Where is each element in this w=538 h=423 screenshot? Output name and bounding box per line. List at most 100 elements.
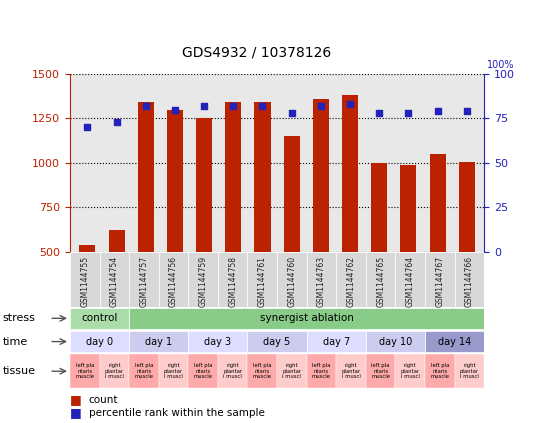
Point xyxy=(375,110,384,116)
FancyBboxPatch shape xyxy=(336,252,366,307)
FancyBboxPatch shape xyxy=(395,252,425,307)
Text: right
plantar
i muscl: right plantar i muscl xyxy=(282,363,301,379)
Text: day 3: day 3 xyxy=(204,337,231,346)
FancyBboxPatch shape xyxy=(366,354,395,388)
Text: count: count xyxy=(89,395,118,404)
Text: GSM1144763: GSM1144763 xyxy=(317,256,326,307)
Point xyxy=(433,108,442,115)
Point xyxy=(112,118,121,125)
Text: left pla
ntaris
muscle: left pla ntaris muscle xyxy=(371,363,390,379)
Text: 100%: 100% xyxy=(487,60,514,70)
Text: percentile rank within the sample: percentile rank within the sample xyxy=(89,408,265,418)
FancyBboxPatch shape xyxy=(218,354,247,388)
Text: GSM1144764: GSM1144764 xyxy=(406,256,415,307)
Text: right
plantar
i muscl: right plantar i muscl xyxy=(401,363,420,379)
Bar xyxy=(371,163,387,252)
Bar xyxy=(429,154,445,252)
FancyBboxPatch shape xyxy=(129,308,484,329)
FancyBboxPatch shape xyxy=(188,354,218,388)
FancyBboxPatch shape xyxy=(455,354,484,388)
Text: GSM1144755: GSM1144755 xyxy=(80,256,89,307)
Text: control: control xyxy=(81,313,118,323)
FancyBboxPatch shape xyxy=(366,252,395,307)
Text: GSM1144767: GSM1144767 xyxy=(435,256,444,307)
Bar xyxy=(284,136,300,252)
Text: left pla
ntaris
muscle: left pla ntaris muscle xyxy=(75,363,94,379)
FancyBboxPatch shape xyxy=(100,252,129,307)
Text: left pla
ntaris
muscle: left pla ntaris muscle xyxy=(312,363,331,379)
Bar xyxy=(167,110,183,252)
Point xyxy=(316,103,325,110)
Point xyxy=(462,108,471,115)
Text: day 1: day 1 xyxy=(145,337,172,346)
FancyBboxPatch shape xyxy=(247,354,277,388)
Bar xyxy=(313,99,329,252)
Point xyxy=(171,106,179,113)
Point xyxy=(83,124,92,131)
FancyBboxPatch shape xyxy=(70,308,129,329)
FancyBboxPatch shape xyxy=(129,354,159,388)
Bar xyxy=(109,231,125,252)
Text: right
plantar
i muscl: right plantar i muscl xyxy=(342,363,360,379)
Text: tissue: tissue xyxy=(3,366,36,376)
Bar xyxy=(459,162,475,252)
FancyBboxPatch shape xyxy=(277,354,307,388)
FancyBboxPatch shape xyxy=(425,252,455,307)
FancyBboxPatch shape xyxy=(425,331,484,352)
Text: ■: ■ xyxy=(70,407,82,419)
Text: GSM1144759: GSM1144759 xyxy=(199,256,208,307)
FancyBboxPatch shape xyxy=(129,252,159,307)
Bar xyxy=(400,165,416,252)
FancyBboxPatch shape xyxy=(100,354,129,388)
Bar xyxy=(342,95,358,252)
Bar xyxy=(254,102,271,252)
FancyBboxPatch shape xyxy=(159,252,188,307)
FancyBboxPatch shape xyxy=(247,331,307,352)
Point xyxy=(404,110,413,116)
Point xyxy=(258,103,267,110)
FancyBboxPatch shape xyxy=(395,354,425,388)
Point xyxy=(200,103,208,110)
Point xyxy=(141,103,150,110)
Text: GSM1144760: GSM1144760 xyxy=(287,256,296,307)
Text: GSM1144765: GSM1144765 xyxy=(376,256,385,307)
Text: day 14: day 14 xyxy=(438,337,471,346)
Text: right
plantar
i muscl: right plantar i muscl xyxy=(460,363,479,379)
FancyBboxPatch shape xyxy=(277,252,307,307)
FancyBboxPatch shape xyxy=(159,354,188,388)
FancyBboxPatch shape xyxy=(455,252,484,307)
Bar xyxy=(80,244,95,252)
Text: left pla
ntaris
muscle: left pla ntaris muscle xyxy=(430,363,449,379)
Text: GSM1144754: GSM1144754 xyxy=(110,256,119,307)
FancyBboxPatch shape xyxy=(307,252,336,307)
FancyBboxPatch shape xyxy=(188,252,218,307)
Point xyxy=(229,103,238,110)
FancyBboxPatch shape xyxy=(247,252,277,307)
FancyBboxPatch shape xyxy=(425,354,455,388)
Text: left pla
ntaris
muscle: left pla ntaris muscle xyxy=(194,363,213,379)
FancyBboxPatch shape xyxy=(366,331,425,352)
FancyBboxPatch shape xyxy=(70,252,100,307)
FancyBboxPatch shape xyxy=(218,252,247,307)
FancyBboxPatch shape xyxy=(307,331,366,352)
Text: GSM1144766: GSM1144766 xyxy=(465,256,474,307)
FancyBboxPatch shape xyxy=(129,331,188,352)
Text: right
plantar
i muscl: right plantar i muscl xyxy=(223,363,242,379)
Text: day 0: day 0 xyxy=(86,337,113,346)
FancyBboxPatch shape xyxy=(188,331,247,352)
Bar xyxy=(138,102,154,252)
Text: left pla
ntaris
muscle: left pla ntaris muscle xyxy=(253,363,272,379)
Text: GSM1144761: GSM1144761 xyxy=(258,256,267,307)
Bar xyxy=(225,102,242,252)
Text: right
plantar
i muscl: right plantar i muscl xyxy=(105,363,124,379)
Text: GSM1144762: GSM1144762 xyxy=(346,256,356,307)
Text: GSM1144757: GSM1144757 xyxy=(139,256,148,307)
Text: GDS4932 / 10378126: GDS4932 / 10378126 xyxy=(182,45,331,59)
Text: left pla
ntaris
muscle: left pla ntaris muscle xyxy=(134,363,153,379)
Text: day 10: day 10 xyxy=(379,337,412,346)
FancyBboxPatch shape xyxy=(307,354,336,388)
Bar xyxy=(196,118,212,252)
Text: day 7: day 7 xyxy=(323,337,350,346)
Point xyxy=(346,101,355,107)
Text: stress: stress xyxy=(3,313,36,323)
